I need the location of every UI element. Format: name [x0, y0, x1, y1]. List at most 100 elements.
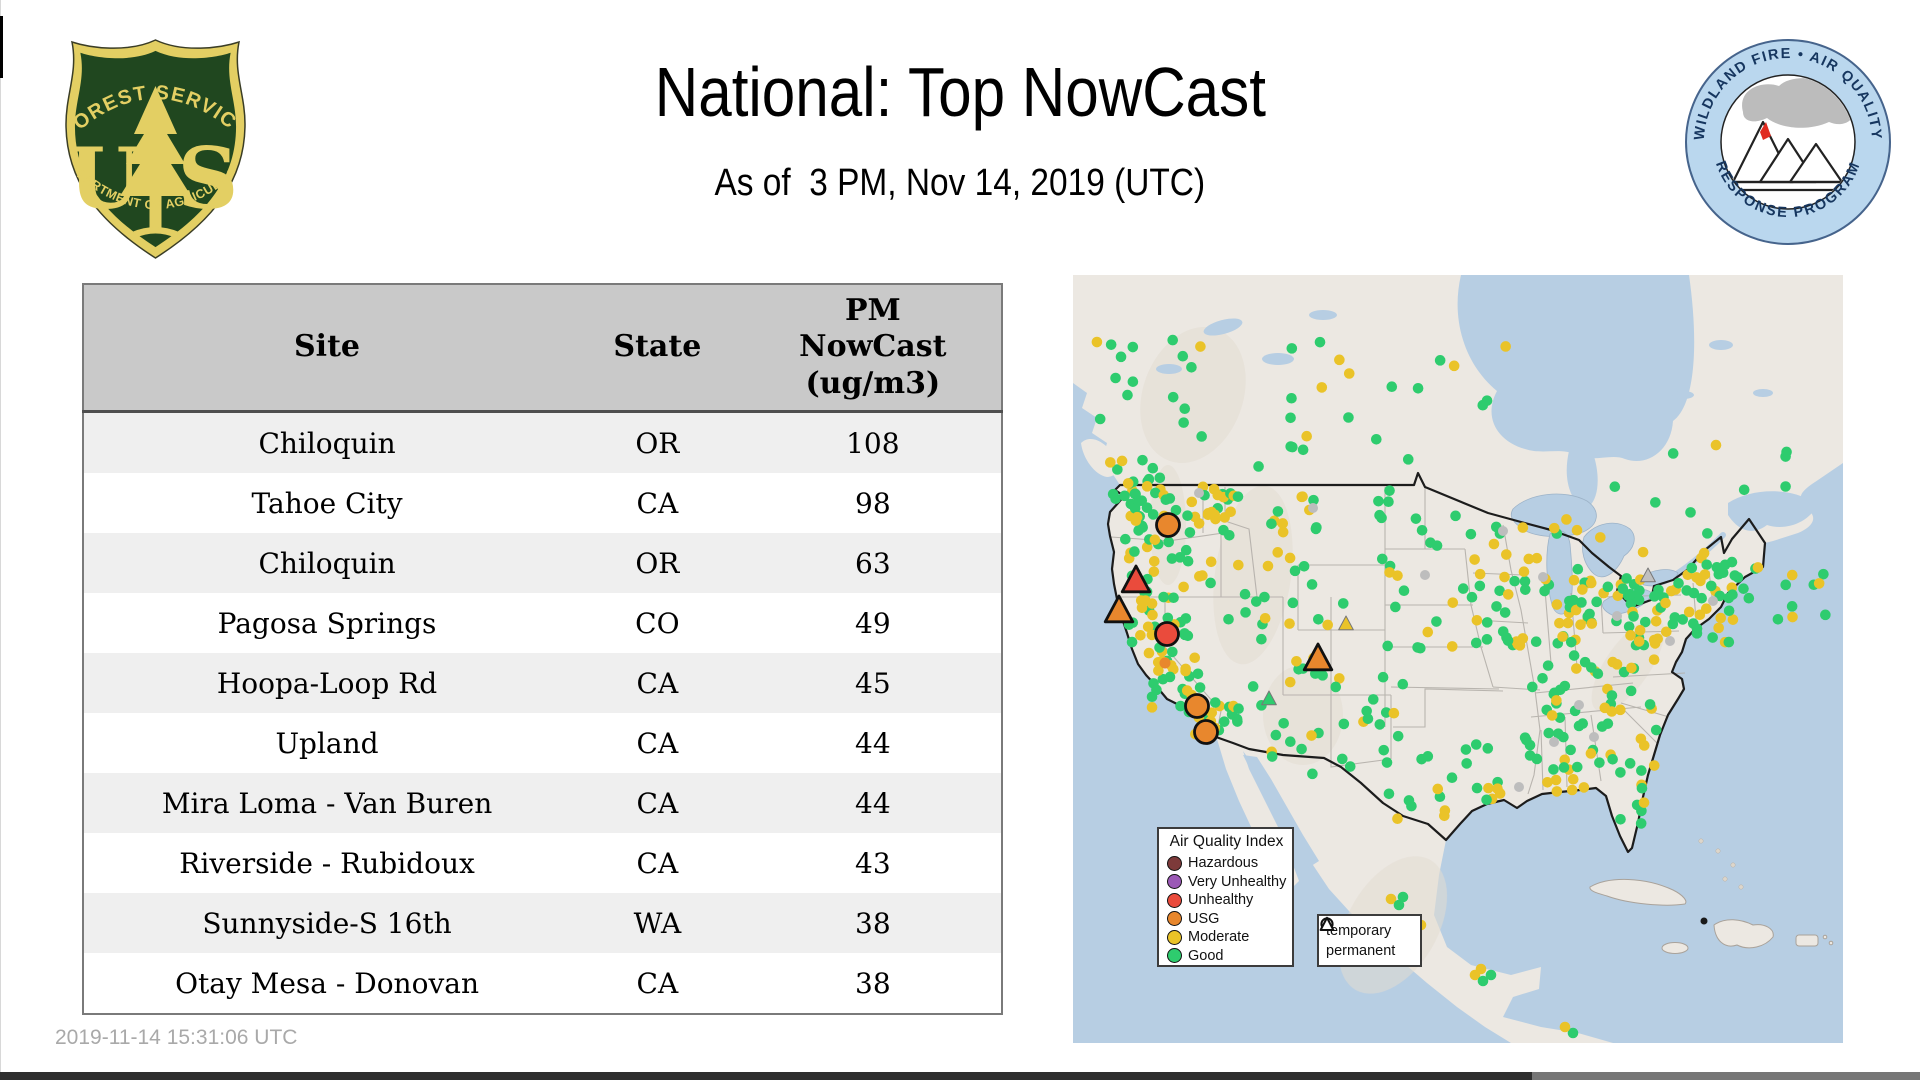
- monitor-dot: [1266, 518, 1277, 530]
- monitor-dot: [1481, 634, 1493, 645]
- monitor-dot: [1729, 570, 1741, 581]
- monitor-dot: [1499, 607, 1511, 618]
- monitor-dot: [1481, 794, 1492, 806]
- aqi-legend: Air Quality Index Hazardous Very Unhealth…: [1157, 827, 1294, 967]
- monitor-dot: [1197, 570, 1208, 581]
- monitor-dot: [1403, 795, 1415, 806]
- cell-state: CA: [570, 473, 745, 533]
- monitor-dot: [1272, 547, 1284, 558]
- cell-site: Riverside - Rubidoux: [83, 833, 571, 893]
- monitor-dot: [1574, 700, 1584, 710]
- monitor-dot: [1314, 336, 1326, 348]
- monitor-dot: [1571, 663, 1582, 674]
- monitor-dot: [1624, 588, 1636, 600]
- monitor-dot: [1559, 754, 1571, 766]
- monitor-dot: [1488, 538, 1500, 550]
- monitor-dot: [1194, 682, 1206, 693]
- monitor-dot: [1431, 616, 1442, 627]
- monitor-dot: [1127, 341, 1139, 353]
- monitor-dot: [1567, 1027, 1579, 1039]
- monitor-dot: [1780, 481, 1791, 492]
- usfs-tree-icon: [120, 86, 191, 238]
- monitor-dot: [1397, 891, 1409, 903]
- monitor-dot: [1388, 707, 1400, 719]
- cell-site: Tahoe City: [83, 473, 571, 533]
- monitor-dot: [1450, 510, 1461, 522]
- monitor-dot: [1259, 591, 1270, 603]
- monitor-dot: [1174, 552, 1186, 563]
- usfs-letter-u: U: [68, 129, 141, 228]
- monitor-dot: [1175, 700, 1186, 712]
- monitor-dot: [1470, 637, 1482, 649]
- us-border: [1106, 471, 1767, 854]
- monitor-dot: [1638, 740, 1650, 751]
- monitor-dot: [1186, 361, 1197, 373]
- table-row: Otay Mesa - Donovan CA 38: [83, 953, 1002, 1014]
- monitor-dot: [1284, 618, 1295, 629]
- monitor-dot: [1223, 613, 1234, 625]
- aqi-legend-label: Hazardous: [1188, 855, 1259, 872]
- aqi-legend-item: Moderate: [1167, 928, 1286, 947]
- monitor-dot: [1330, 681, 1342, 693]
- monitor-dot: [1149, 534, 1161, 546]
- monitor-dot: [1615, 813, 1626, 825]
- monitor-dot: [1635, 818, 1647, 829]
- monitor-dot: [1287, 597, 1299, 609]
- monitor-dot: [1594, 757, 1605, 768]
- monitor-dot: [1259, 612, 1271, 624]
- monitor-dot: [1446, 641, 1458, 652]
- monitor-dot: [1652, 633, 1664, 645]
- monitor-dot: [1397, 678, 1409, 690]
- monitor-dot: [1549, 522, 1560, 534]
- monitor-dot: [1412, 642, 1423, 653]
- monitor-dot: [1343, 368, 1355, 379]
- monitor-dot: [1571, 761, 1583, 773]
- window-edge-mark: [0, 16, 3, 78]
- monitor-dot: [1122, 478, 1134, 489]
- page-title: National: Top NowCast: [654, 53, 1266, 131]
- monitor-dot: [1701, 559, 1713, 571]
- monitor-dot: [1180, 544, 1192, 556]
- monitor-dot: [1683, 606, 1695, 618]
- aqi-usg-circle-marker: [1159, 657, 1171, 669]
- monitor-dot: [1577, 584, 1588, 595]
- cell-state: CA: [570, 713, 745, 773]
- monitor-dot: [1705, 580, 1717, 592]
- monitor-dot: [1595, 532, 1606, 543]
- monitor-dot: [1390, 601, 1401, 613]
- monitor-dot: [1592, 668, 1604, 680]
- monitor-dot: [1232, 491, 1244, 502]
- monitor-dot: [1499, 571, 1510, 583]
- monitor-dot: [1615, 767, 1626, 778]
- monitor-dot: [1637, 546, 1649, 558]
- monitor-dot: [1105, 339, 1117, 350]
- monitor-dot: [1383, 788, 1395, 800]
- monitor-dot: [1494, 585, 1505, 597]
- table-row: Pagosa Springs CO 49: [83, 593, 1002, 653]
- aqi-black-circle-marker: [1700, 917, 1708, 925]
- monitor-dot: [1521, 734, 1532, 746]
- top-nowcast-table: Site State PM NowCast (ug/m3) Chiloquin O…: [82, 283, 1003, 1015]
- monitor-dot: [1623, 621, 1635, 632]
- monitor-dot: [1194, 488, 1204, 498]
- table-row: Riverside - Rubidoux CA 43: [83, 833, 1002, 893]
- monitor-dot: [1649, 591, 1660, 602]
- monitor-dot: [1710, 439, 1722, 451]
- monitor-dot: [1566, 784, 1578, 796]
- monitor-dot: [1115, 351, 1127, 363]
- table-row: Hoopa-Loop Rd CA 45: [83, 653, 1002, 713]
- monitor-dot: [1277, 518, 1289, 529]
- marker-legend-item: temporary: [1320, 917, 1416, 941]
- cell-state: OR: [570, 533, 745, 593]
- monitor-dot: [1519, 576, 1531, 587]
- aqi-legend-label: Moderate: [1188, 929, 1250, 946]
- monitor-dot: [1554, 617, 1565, 629]
- monitor-dot: [1625, 598, 1637, 610]
- monitor-dot: [1567, 773, 1579, 785]
- monitor-dot: [1538, 572, 1548, 582]
- aqi-legend-label: USG: [1188, 910, 1220, 927]
- monitor-dot: [1492, 783, 1503, 795]
- monitor-dot: [1551, 599, 1563, 610]
- monitor-dot: [1250, 596, 1262, 607]
- monitor-dot: [1713, 622, 1724, 634]
